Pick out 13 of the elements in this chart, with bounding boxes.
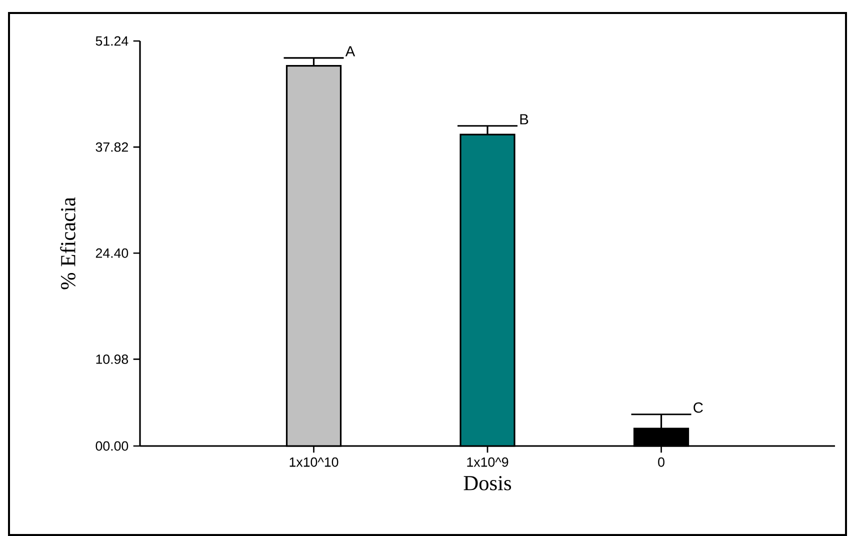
y-tick-label: 37.82 [96, 142, 128, 152]
x-tick-label: 1x10^9 [467, 457, 508, 467]
x-tick-label: 1x10^10 [290, 457, 338, 467]
y-tick-label: 10.98 [96, 354, 128, 364]
y-tick-label: 24.40 [96, 248, 128, 258]
annotation: A [345, 46, 356, 56]
x-tick-label: 0 [658, 457, 664, 467]
y-axis-title: % Eficacia [60, 197, 76, 290]
x-axis-title: Dosis [464, 476, 512, 490]
annotation: B [520, 114, 528, 124]
annotation: C [694, 402, 703, 413]
y-tick-label: 51.24 [96, 36, 128, 46]
y-tick-label: 00.00 [96, 441, 128, 451]
